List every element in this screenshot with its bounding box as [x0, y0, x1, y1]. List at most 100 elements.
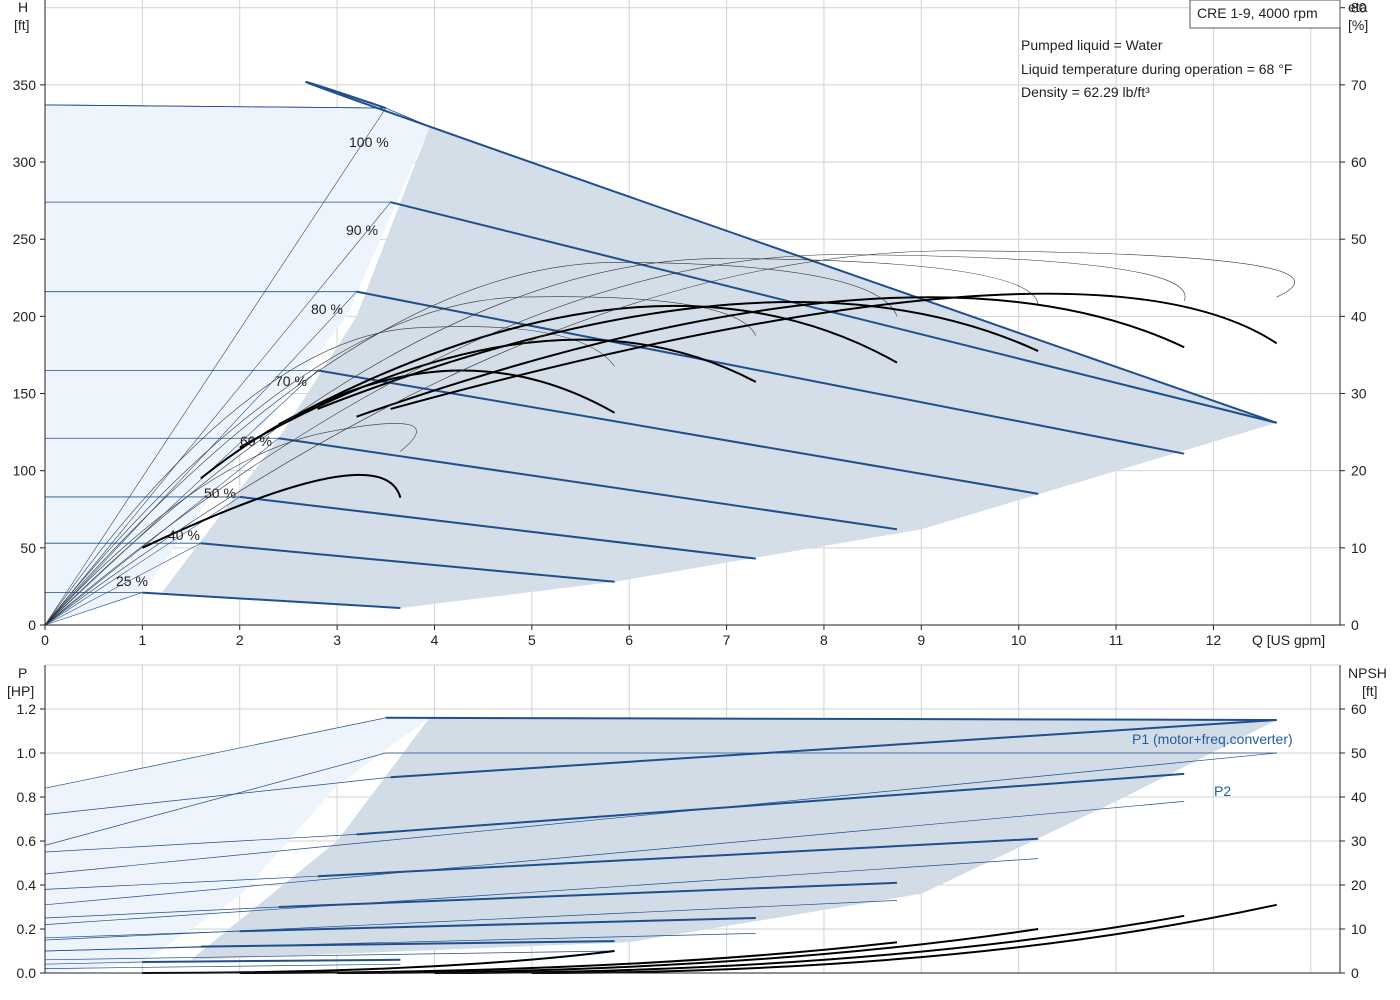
light-region: [45, 104, 430, 625]
y2-tick-label: 0: [1351, 617, 1359, 633]
y2-axis-unit-ft-npsh: [ft]: [1362, 683, 1378, 699]
y2-tick-label: 80: [1351, 0, 1367, 16]
y-tick-label: 150: [13, 386, 37, 402]
p1-curve-3: [239, 917, 756, 933]
eta-curve-7: [390, 292, 1278, 410]
speed-label-100: 100 %: [349, 134, 389, 150]
origin-link-line: [44, 542, 201, 626]
info-line-temperature: Liquid temperature during operation = 68…: [1021, 61, 1292, 77]
y2-tick-label: 10: [1351, 921, 1367, 937]
x-tick-label: 7: [723, 632, 731, 648]
p2-curve-6: [44, 801, 1185, 906]
head-curve-4: [278, 437, 898, 531]
head-curve-7: [390, 201, 1277, 424]
origin-link-line: [44, 291, 357, 626]
speed-label-70: 70 %: [275, 373, 307, 389]
eta-thin-curve: [44, 254, 1186, 626]
y2-axis-label-eta: eta: [1348, 0, 1368, 15]
p1-curve-extension: [44, 776, 391, 815]
y2-tick-label: 40: [1351, 789, 1367, 805]
y-tick-label: 0.2: [17, 921, 37, 937]
y-tick-label: 200: [13, 308, 37, 324]
y-tick-label: 1.2: [17, 701, 37, 717]
eta-curve-6: [356, 296, 1185, 418]
y-tick-label: 1.0: [17, 745, 37, 761]
info-line-density: Density = 62.29 lb/ft³: [1021, 84, 1150, 100]
p1-curve-5: [317, 837, 1039, 878]
y-tick-label: 0.8: [17, 789, 37, 805]
y2-tick-label: 30: [1351, 386, 1367, 402]
power-operating-region: [45, 717, 1277, 973]
p1-curve-7: [390, 719, 1277, 779]
head-panel-axes: 0 1 2 3 4 5 6 7 8 9 10 11 12050100150200250300350010…: [13, 0, 1367, 648]
p2-curve-8: [44, 752, 1277, 846]
head-curve-5: [317, 369, 1039, 495]
speed-label-90: 90 %: [346, 222, 378, 238]
p1-curve-extension: [44, 834, 357, 853]
y-tick-label: 0.6: [17, 833, 37, 849]
speed-label-60: 60 %: [240, 433, 272, 449]
y-tick-label: 0.4: [17, 877, 37, 893]
p2-series-label: P2: [1214, 783, 1231, 799]
y2-tick-label: 10: [1351, 540, 1367, 556]
info-line-liquid: Pumped liquid = Water: [1021, 37, 1163, 53]
head-curve-1: [142, 591, 401, 610]
head-curve-3: [239, 495, 756, 560]
npsh-curve-4: [434, 914, 1185, 974]
head-curves: [44, 81, 1278, 626]
speed-label-40: 40 %: [168, 527, 200, 543]
y2-axis-unit-percent: [%]: [1348, 17, 1368, 33]
y2-tick-label: 70: [1351, 77, 1367, 93]
p2-curve-4: [44, 900, 897, 941]
efficiency-curves: [44, 250, 1295, 626]
p1-curve-4: [278, 881, 898, 908]
head-curve-6: [356, 290, 1185, 455]
x-tick-label: 8: [820, 632, 828, 648]
power-panel-axes: 0.0 0.2 0.4 0.6 0.8 1.0 1.2 0 10 20 30 40 50 60: [17, 665, 1367, 981]
p1-curve-8: [385, 716, 1277, 721]
p1-series-label: P1 (motor+freq.converter): [1132, 731, 1293, 747]
y-tick-label: 300: [13, 154, 37, 170]
x-tick-label: 9: [917, 632, 925, 648]
x-tick-label: 11: [1109, 632, 1124, 648]
x-tick-label: 12: [1206, 632, 1222, 648]
eta-curve-4: [278, 304, 898, 426]
p2-curve-1: [44, 963, 401, 969]
x-tick-label: 1: [138, 632, 146, 648]
y-axis-label-p: P: [18, 665, 27, 681]
y-axis-unit-ft: [ft]: [14, 17, 30, 33]
x-tick-label: 3: [333, 632, 341, 648]
y-tick-label: 50: [20, 540, 36, 556]
x-tick-label: 6: [625, 632, 633, 648]
x-tick-label: 0: [41, 632, 49, 648]
y2-tick-label: 40: [1351, 308, 1367, 324]
eta-thin-curve: [44, 258, 1039, 626]
x-tick-label: 2: [236, 632, 244, 648]
y2-tick-label: 20: [1351, 877, 1367, 893]
origin-link-line: [44, 107, 387, 626]
y2-tick-label: 60: [1351, 154, 1367, 170]
eta-thin-curve: [44, 296, 757, 626]
eta-thin-curve: [44, 423, 417, 626]
p1-curve-extension: [44, 906, 279, 919]
light-region: [45, 717, 430, 973]
origin-link-line: [44, 201, 391, 626]
eta-curve-5: [317, 301, 1039, 410]
y2-tick-label: 30: [1351, 833, 1367, 849]
x-axis-label: Q [US gpm]: [1252, 632, 1325, 648]
p2-curve-5: [44, 858, 1039, 925]
npsh-curve-5: [531, 903, 1277, 974]
y-axis-unit-hp: [HP]: [7, 683, 34, 699]
p1-curve-extension: [44, 875, 318, 890]
title-box: [1189, 0, 1341, 29]
y-tick-label: 0.0: [17, 965, 37, 981]
eta-thin-curve: [44, 250, 1295, 626]
p1-curve-extension: [44, 717, 386, 789]
head-curve-2: [200, 542, 615, 583]
y-tick-label: 250: [13, 231, 37, 247]
p1-curve-1: [142, 958, 401, 963]
y2-tick-label: 60: [1351, 701, 1367, 717]
p1-curve-6: [356, 772, 1185, 836]
head-curve-8: [305, 81, 1278, 424]
p2-curve-2: [44, 950, 615, 961]
